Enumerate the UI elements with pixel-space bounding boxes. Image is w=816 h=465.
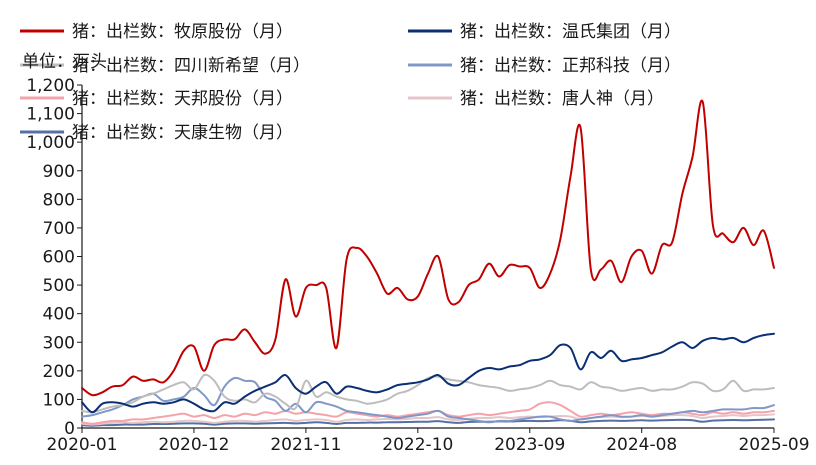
x-tick-label: 2025-09 (738, 435, 809, 455)
y-tick-label: 600 (43, 248, 75, 268)
x-tick-label: 2024-08 (606, 435, 677, 455)
legend-label: 猪：出栏数：四川新希望（月） (72, 56, 310, 76)
x-tick-label: 2022-10 (382, 435, 453, 455)
series-line-3 (81, 373, 775, 414)
y-tick-label: 400 (43, 305, 75, 325)
legend-label: 猪：出栏数：天康生物（月） (72, 123, 293, 143)
y-axis-ticks: 0 100 200 300 400 500 600 700 800 900 1,000 1,100 1,… (26, 76, 82, 439)
series-line-5 (81, 401, 775, 425)
y-tick-label: 300 (43, 333, 75, 353)
x-tick-label: 2021-11 (270, 435, 341, 455)
legend-label: 猪：出栏数：唐人神（月） (460, 88, 664, 109)
legend-label: 猪：出栏数：牧原股份（月） (72, 22, 293, 42)
y-tick-label: 1,200 (26, 76, 75, 96)
legend-label: 猪：出栏数：天邦股份（月） (72, 89, 293, 109)
y-tick-label: 700 (43, 219, 75, 239)
y-tick-label: 0 (64, 419, 75, 439)
series-line-4 (81, 376, 775, 424)
series-line-2 (81, 332, 775, 414)
x-tick-label: 2020-12 (158, 435, 229, 455)
series-line-7 (81, 418, 775, 427)
x-axis-ticks: 2020-01 2020-12 2021-11 2022-10 2023-09 2024-… (46, 428, 810, 455)
y-tick-label: 1,000 (26, 133, 75, 153)
legend-label: 猪：出栏数：正邦科技（月） (460, 56, 681, 76)
y-tick-label: 800 (43, 190, 75, 210)
series-lines (81, 99, 775, 427)
y-tick-label: 100 (43, 390, 75, 410)
legend-label: 猪：出栏数：温氏集团（月） (460, 22, 681, 42)
legend: 猪：出栏数：牧原股份（月） 猪：出栏数：温氏集团（月） 猪：出栏数：四川新希望（月）… (20, 22, 681, 143)
y-tick-label: 500 (43, 276, 75, 296)
series-line-1 (81, 99, 775, 397)
y-tick-label: 900 (43, 162, 75, 182)
x-tick-label: 2020-01 (46, 435, 117, 455)
y-tick-label: 200 (43, 362, 75, 382)
x-tick-label: 2023-09 (494, 435, 565, 455)
y-axis-unit-label: 单位：万头 (22, 52, 107, 72)
y-tick-label: 1,100 (26, 105, 75, 125)
